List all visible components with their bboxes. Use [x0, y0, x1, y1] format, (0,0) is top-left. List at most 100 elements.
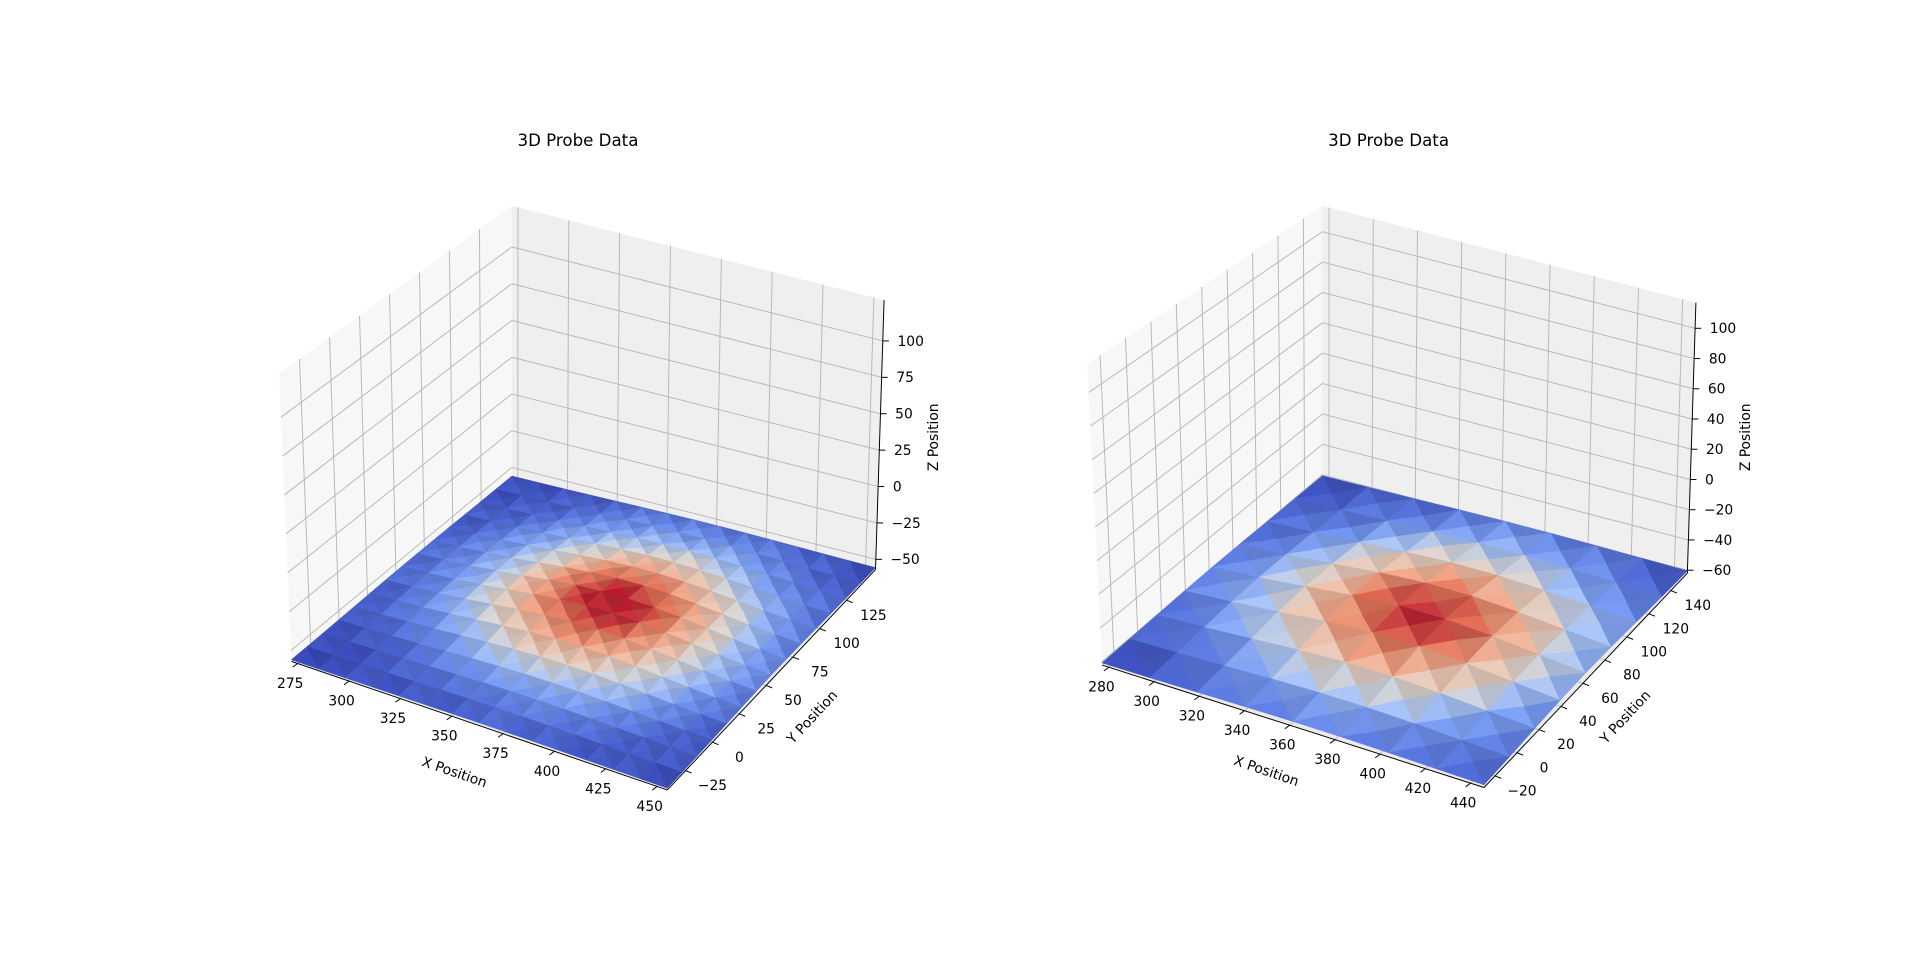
right-chart-title: 3D Probe Data	[1328, 131, 1449, 150]
z-gridline	[282, 283, 513, 457]
surface-facet	[795, 628, 817, 645]
z-gridline	[1093, 322, 1323, 494]
x-tick-mark	[1420, 768, 1426, 773]
x-tick-mark	[1148, 681, 1155, 686]
surface-facet	[1523, 699, 1561, 729]
y-gridline	[1150, 321, 1163, 615]
y-tick-mark	[1560, 705, 1568, 710]
surface-facet	[344, 674, 373, 688]
x-tick-label: 280	[1088, 680, 1114, 696]
x-tick-mark	[497, 733, 504, 738]
surface-facet	[720, 706, 743, 725]
y-gridline	[1277, 235, 1282, 514]
x-gridline	[616, 233, 621, 505]
y-tick-label: 125	[860, 608, 886, 624]
y-gridline	[448, 250, 454, 527]
z-gridline	[511, 430, 878, 524]
z-gridline	[1090, 261, 1323, 427]
surface-facet	[559, 748, 588, 761]
z-gridline	[1098, 413, 1323, 595]
y-tick-label: 75	[811, 665, 829, 681]
z-gridline	[290, 467, 513, 651]
z-gridline	[280, 246, 513, 418]
z-gridline	[1322, 352, 1692, 450]
z-gridline	[287, 393, 513, 574]
z-gridline	[284, 320, 513, 496]
y-tick-mark	[765, 684, 773, 689]
x-gridline	[1457, 241, 1463, 514]
y-tick-label: 80	[1623, 668, 1641, 684]
z-tick-label: 40	[1707, 412, 1725, 428]
x-axis-line	[1101, 664, 1485, 788]
x-gridline	[666, 246, 671, 517]
x-tick-mark	[1103, 666, 1110, 672]
right-3d-axes: 280300320340360380400420440−200204060801…	[1087, 205, 1736, 812]
y-tick-mark	[819, 628, 827, 632]
z-tick-label: −40	[1703, 533, 1732, 549]
y-tick-label: 25	[757, 721, 775, 737]
y-tick-label: −20	[1507, 784, 1536, 800]
z-gridline	[1322, 322, 1693, 420]
z-gridline	[1322, 383, 1691, 480]
z-tick-label: −20	[1704, 503, 1733, 519]
z-gridline	[1322, 413, 1690, 511]
x-tick-label: 380	[1314, 752, 1340, 768]
surface-facet	[765, 658, 788, 676]
y-tick-mark	[792, 656, 800, 660]
z-gridline	[1322, 291, 1694, 390]
z-tick-label: 50	[895, 407, 913, 423]
surface-facet	[1625, 596, 1663, 623]
y-tick-mark	[846, 599, 853, 604]
y-tick-label: 100	[833, 636, 859, 652]
z-tick-label: 25	[894, 443, 912, 459]
surface-facet	[478, 718, 507, 733]
x-tick-mark	[292, 663, 298, 668]
x-tick-mark	[1194, 695, 1200, 701]
y-gridline	[1099, 355, 1115, 655]
left-3d-axes: 275300325350375400425450−250255075100125…	[277, 205, 924, 815]
x-tick-label: 425	[585, 781, 611, 797]
surface-facet	[1651, 570, 1689, 597]
x-tick-mark	[1465, 782, 1471, 788]
y-gridline	[1302, 218, 1306, 493]
x-gridline	[765, 271, 773, 542]
x-gridline	[716, 258, 722, 530]
right-x-axis-label: X Position	[1232, 753, 1301, 790]
x-gridline	[1673, 299, 1684, 570]
z-gridline	[511, 393, 879, 488]
x-tick-label: 440	[1450, 796, 1476, 812]
surface-facet	[690, 739, 713, 757]
x-tick-mark	[600, 768, 607, 773]
y-axis-line	[1483, 572, 1688, 788]
surface-facet	[1549, 672, 1587, 701]
y-tick-label: 60	[1601, 691, 1619, 707]
x-tick-label: 375	[482, 746, 508, 762]
y-gridline	[1226, 269, 1234, 554]
surface-facet	[318, 666, 346, 679]
x-pane	[1087, 205, 1323, 666]
y-tick-mark	[739, 713, 746, 717]
surface-facet	[1600, 621, 1638, 648]
z-gridline	[1088, 231, 1323, 393]
x-tick-label: 420	[1405, 781, 1431, 797]
x-tick-label: 350	[431, 729, 457, 745]
surface-facet	[854, 567, 877, 584]
x-tick-mark	[343, 680, 350, 686]
z-axis-line	[1686, 302, 1697, 574]
y-tick-mark	[712, 741, 719, 746]
y-pane	[511, 205, 885, 570]
surface-facet	[810, 613, 832, 629]
y-tick-mark	[1494, 775, 1502, 779]
surface-facet	[825, 597, 847, 614]
z-axis-line	[875, 300, 885, 570]
y-tick-label: −25	[698, 778, 727, 794]
y-tick-mark	[1648, 613, 1656, 617]
surface-facet	[675, 755, 698, 773]
x-gridline	[1414, 230, 1418, 503]
y-gridline	[389, 294, 397, 575]
y-tick-label: 100	[1641, 645, 1667, 661]
z-tick-label: −60	[1702, 563, 1731, 579]
right-z-axis-label: Z Position	[1738, 403, 1754, 471]
x-tick-mark	[1239, 710, 1245, 715]
y-gridline	[299, 358, 312, 646]
